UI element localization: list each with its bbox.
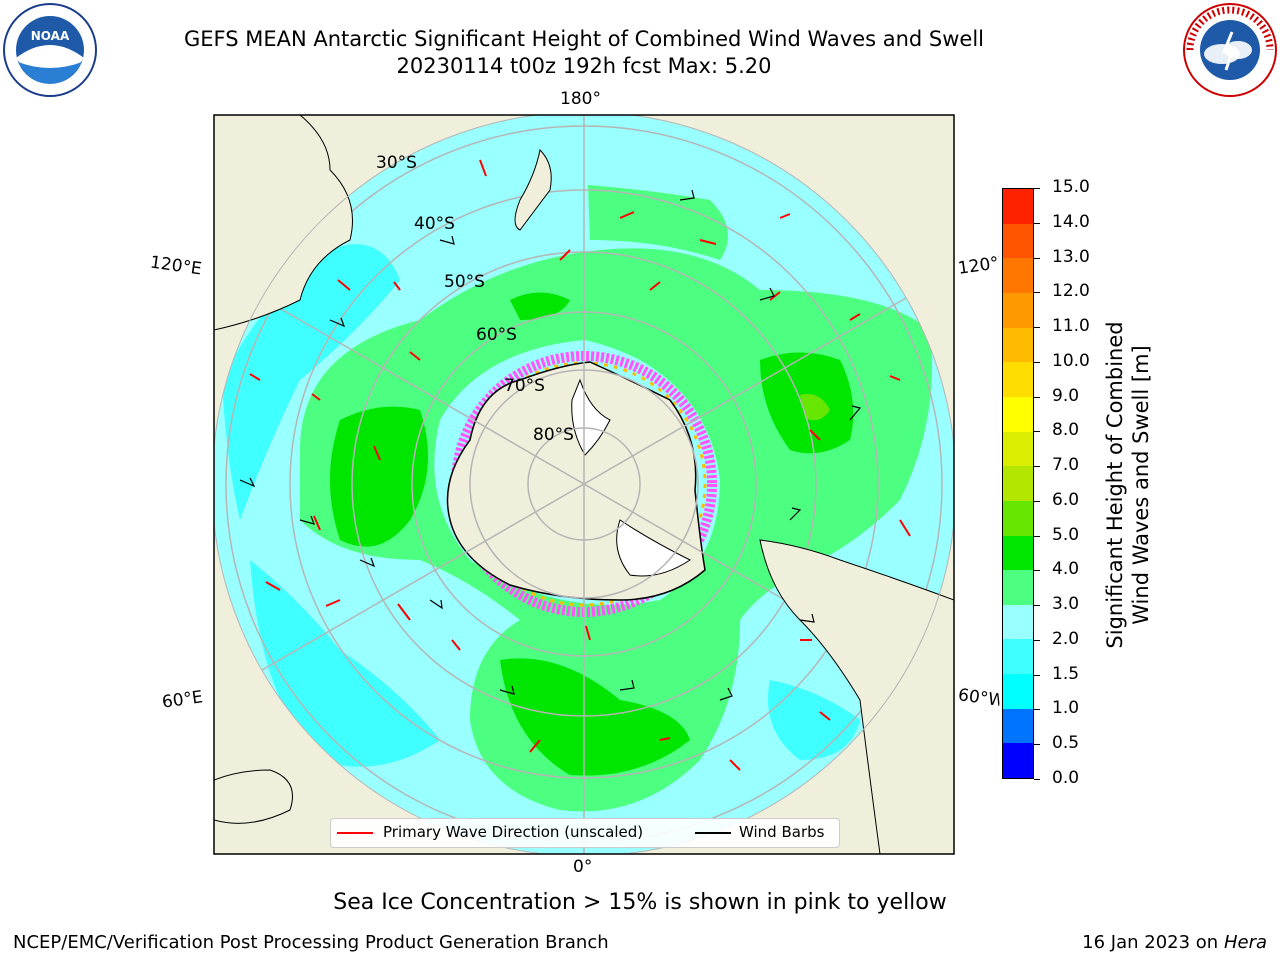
colorbar-tick-mark [1034,396,1040,398]
colorbar-tick-mark [1034,639,1040,641]
colorbar-tick-label: 0.5 [1052,733,1080,754]
wind-barbs-legend-label: Wind Barbs [739,823,825,841]
colorbar-tick-label: 11.0 [1052,316,1090,337]
colorbar-tick-mark [1034,188,1040,189]
colorbar-tick-label: 10.0 [1052,350,1090,371]
colorbar [1002,188,1034,779]
noaa-logo: NOAA [3,3,97,97]
colorbar-tick-mark [1034,361,1040,363]
colorbar-segment [1003,708,1033,744]
colorbar-tick-mark [1034,605,1040,607]
colorbar-tick-label: 15.0 [1052,177,1090,197]
colorbar-segment [1003,604,1033,640]
svg-text:NOAA: NOAA [31,29,70,43]
colorbar-segment [1003,466,1033,501]
colorbar-tick-mark [1034,292,1040,294]
colorbar-segment [1003,396,1033,432]
colorbar-tick-mark [1034,674,1040,676]
nws-logo [1183,3,1277,97]
lat-label: 80°S [533,425,574,445]
colorbar-segment [1003,639,1033,675]
wave-direction-arrows [249,159,911,771]
colorbar-segment [1003,570,1033,605]
colorbar-tick-label: 2.0 [1052,628,1080,649]
colorbar-tick-mark [1034,327,1040,329]
credit-text: NCEP/EMC/Verification Post Processing Pr… [13,932,609,953]
colorbar-tick-label: 14.0 [1052,211,1090,232]
colorbar-segment [1003,362,1033,397]
lat-label: 70°S [504,376,545,396]
colorbar-segment [1003,223,1033,259]
map-legend: Primary Wave Direction (unscaled) Wind B… [330,818,840,848]
sea-ice-note: Sea Ice Concentration > 15% is shown in … [333,890,947,915]
colorbar-tick-mark [1034,431,1040,433]
wave-direction-legend-label: Primary Wave Direction (unscaled) [383,823,644,841]
colorbar-tick-label: 13.0 [1052,246,1090,267]
colorbar-tick-label: 8.0 [1052,420,1080,441]
colorbar-tick-label: 7.0 [1052,455,1080,476]
colorbar-segment [1003,674,1033,709]
colorbar-tick-label: 3.0 [1052,594,1080,615]
colorbar-segment [1003,293,1033,328]
colorbar-tick-label: 1.5 [1052,663,1080,684]
colorbar-tick-label: 12.0 [1052,281,1090,302]
lat-label: 60°S [476,325,517,345]
lon-label-top: 180° [560,89,601,109]
colorbar-segment [1003,189,1033,224]
lat-label: 40°S [414,214,455,234]
map-frame [213,114,955,855]
colorbar-tick-mark [1034,779,1040,780]
colorbar-segment [1003,535,1033,571]
colorbar-tick-label: 9.0 [1052,385,1080,406]
colorbar-tick-mark [1034,222,1040,224]
colorbar-tick-mark [1034,466,1040,468]
colorbar-tick-mark [1034,709,1040,711]
lat-label: 50°S [444,272,485,292]
wave-height-field [222,115,943,854]
map-title: GEFS MEAN Antarctic Significant Height o… [183,27,985,51]
colorbar-tick-mark [1034,257,1040,259]
colorbar-tick-label: 5.0 [1052,524,1080,545]
latitude-labels: 30°S 40°S 50°S 60°S 70°S 80°S [376,153,574,445]
colorbar-tick-label: 1.0 [1052,698,1080,719]
colorbar-tick-label: 4.0 [1052,559,1080,580]
wind-barbs-legend-swatch [695,832,731,834]
lat-label: 30°S [376,153,417,173]
colorbar-tick-label: 0.0 [1052,768,1080,788]
colorbar-segment [1003,431,1033,467]
colorbar-tick-mark [1034,535,1040,537]
colorbar-tick-mark [1034,500,1040,502]
colorbar-tick-mark [1034,570,1040,572]
lon-label-bottom: 0° [573,857,593,877]
date-text: 16 Jan 2023 on Hera [1082,932,1267,953]
map-subtitle: 20230114 t00z 192h fcst Max: 5.20 [396,54,772,78]
colorbar-segment [1003,500,1033,536]
colorbar-segment [1003,258,1033,294]
colorbar-segment [1003,743,1033,778]
colorbar-segment [1003,327,1033,363]
colorbar-tick-mark [1034,744,1040,746]
wind-barbs [239,189,862,701]
colorbar-tick-label: 6.0 [1052,489,1080,510]
wave-direction-legend-swatch [337,832,373,834]
